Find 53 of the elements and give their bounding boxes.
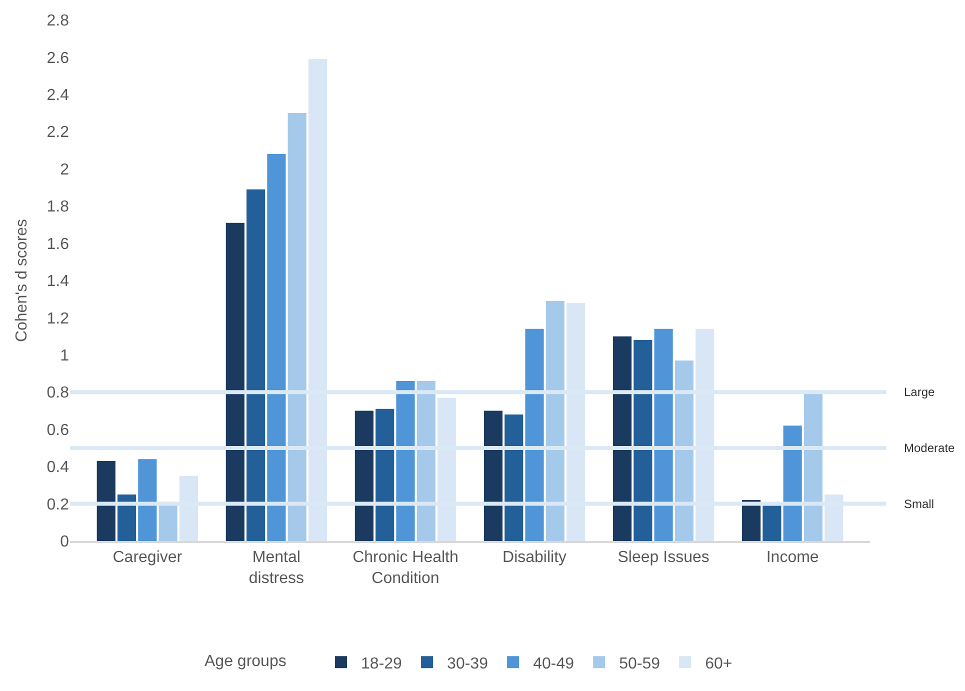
x-tick-label: Caregiver <box>112 548 183 566</box>
y-tick-label: 1.6 <box>46 236 70 253</box>
x-tick-label: Mental distress <box>248 548 304 587</box>
bar <box>634 340 652 541</box>
bar <box>354 410 374 541</box>
ref-line-label: Moderate <box>904 441 956 455</box>
y-tick-label: 2 <box>60 161 70 178</box>
y-tick-label: 0.4 <box>46 459 70 476</box>
y-tick-label: 0.8 <box>46 384 70 402</box>
y-tick-label: 1.2 <box>46 310 70 328</box>
x-tick-label: Disability <box>502 548 567 566</box>
legend-label: 40-49 <box>533 655 574 672</box>
bar <box>742 500 761 541</box>
bar <box>226 222 244 541</box>
y-tick-label: 1.4 <box>46 273 70 290</box>
bar <box>396 380 415 541</box>
y-tick-label: 2.6 <box>46 50 70 67</box>
legend-label: 50-59 <box>619 655 660 672</box>
bar <box>484 410 503 541</box>
bar <box>416 380 436 541</box>
y-tick-label: 2.4 <box>46 87 70 104</box>
y-axis-title: Cohen's d scores <box>14 218 31 342</box>
y-tick-label: 0.2 <box>46 496 70 514</box>
bar <box>654 328 673 541</box>
bar <box>674 360 694 541</box>
legend-label: 18-29 <box>361 655 402 672</box>
y-tick-label: 2.2 <box>46 124 70 142</box>
bar <box>783 426 802 541</box>
x-tick-label: Chronic Health Condition <box>352 548 458 587</box>
bar <box>288 113 306 541</box>
legend-title: Age groups <box>204 653 314 670</box>
bar <box>525 328 544 541</box>
bar <box>504 414 524 541</box>
y-tick-label: 0 <box>60 534 70 551</box>
bar <box>612 336 632 541</box>
bar <box>138 459 157 541</box>
y-tick-label: 1 <box>60 348 70 365</box>
y-tick-label: 0.6 <box>46 422 70 439</box>
bar <box>804 392 823 541</box>
y-tick-label: 2.8 <box>46 12 70 30</box>
bar <box>546 300 564 541</box>
x-tick-label: Sleep Issues <box>618 548 710 566</box>
ref-line-label: Large <box>904 385 936 399</box>
bar <box>96 460 116 541</box>
bar <box>267 154 286 541</box>
bar <box>762 506 782 541</box>
legend-label: 30-39 <box>447 655 488 672</box>
bar <box>246 189 266 541</box>
y-tick-label: 1.8 <box>46 198 70 216</box>
ref-line-label: Small <box>904 497 934 511</box>
x-tick-label: Income <box>766 548 819 566</box>
legend-label: 60+ <box>705 655 732 672</box>
bar <box>376 408 394 541</box>
